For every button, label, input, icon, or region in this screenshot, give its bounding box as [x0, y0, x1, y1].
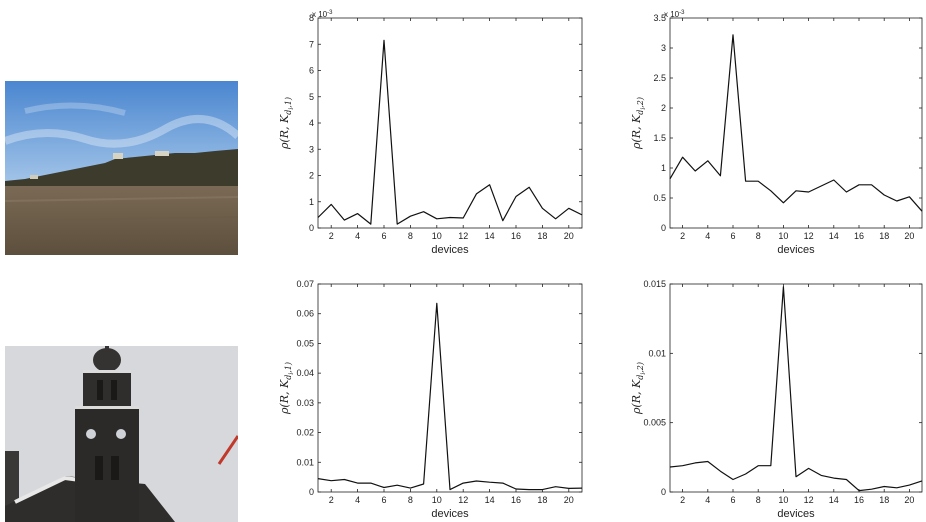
y-tick-label: 0.04 [296, 368, 314, 378]
series-line [317, 302, 583, 491]
x-tick-label: 10 [432, 495, 442, 505]
x-tick-label: 18 [879, 231, 889, 241]
y-tick-label: 0.5 [653, 193, 666, 203]
x-axis-label: devices [431, 508, 469, 520]
y-tick-label: 0 [661, 223, 666, 233]
y-axis-label: ρ(R, Kdi,1) [278, 97, 295, 150]
y-tick-label: 0.02 [296, 428, 314, 438]
y-tick-label: 0.03 [296, 398, 314, 408]
y-tick-label: 0.01 [648, 348, 666, 358]
x-tick-label: 2 [329, 231, 334, 241]
plot-frame [669, 17, 923, 229]
x-axis-label: devices [777, 508, 815, 520]
chart-top-right-svg: 2 4 6 8 10 12 14 16 18 20 0 0.5 1 1.5 2 2.5 3 3.5x 10-3 de… [630, 10, 923, 256]
series-line [669, 286, 923, 492]
y-tick-label: 6 [309, 66, 314, 76]
chart-top-right: 2 4 6 8 10 12 14 16 18 20 0 0.5 1 1.5 2 2.5 3 3.5 x 10-3 de… [618, 8, 926, 256]
series-line [669, 34, 923, 212]
y-tick-label: 3.5 [653, 13, 666, 23]
chart-bottom-right-svg: 2 4 6 8 10 12 14 16 18 20 0 0.005 0.01 0.015 devices ρ(… [630, 279, 923, 520]
x-tick-label: 6 [381, 231, 386, 241]
y-tick-label: 4 [309, 118, 314, 128]
y-tick-label: 0 [661, 487, 666, 497]
chart-bottom-left-svg: 2 4 6 8 10 12 14 16 18 20 0 0.01 0.02 0.03 0.04 0.05 0.0… [278, 279, 583, 520]
y-axis-label: ρ(R, Kdi,1) [278, 362, 295, 415]
x-tick-label: 16 [854, 231, 864, 241]
series-line [317, 39, 583, 225]
x-tick-label: 6 [381, 495, 386, 505]
y-tick-label: 7 [309, 39, 314, 49]
y-tick-label: 1 [309, 197, 314, 207]
x-tick-label: 14 [829, 231, 839, 241]
x-tick-label: 20 [904, 495, 914, 505]
x-tick-label: 18 [537, 231, 547, 241]
x-tick-label: 8 [756, 495, 761, 505]
tower-photo [5, 346, 238, 522]
x-tick-label: 2 [329, 495, 334, 505]
x-tick-label: 16 [511, 495, 521, 505]
x-tick-label: 8 [756, 231, 761, 241]
x-tick-label: 4 [355, 495, 360, 505]
plot-frame [317, 283, 583, 493]
x-tick-label: 16 [854, 495, 864, 505]
x-tick-label: 14 [829, 495, 839, 505]
y-tick-label: 0.015 [643, 279, 666, 289]
plot-frame [669, 283, 923, 493]
x-tick-label: 2 [680, 495, 685, 505]
x-tick-label: 4 [705, 231, 710, 241]
y-exponent-label: x 10-3 [312, 10, 333, 19]
x-tick-label: 10 [778, 495, 788, 505]
plot-frame [317, 17, 583, 229]
x-tick-label: 4 [705, 495, 710, 505]
y-tick-label: 0.01 [296, 457, 314, 467]
x-tick-label: 12 [458, 231, 468, 241]
y-tick-label: 5 [309, 92, 314, 102]
y-tick-label: 0.005 [643, 418, 666, 428]
y-tick-label: 0.05 [296, 338, 314, 348]
y-tick-label: 2.5 [653, 73, 666, 83]
y-axis-label: ρ(R, Kdi,2) [630, 97, 647, 150]
y-tick-label: 2 [661, 103, 666, 113]
y-tick-label: 1.5 [653, 133, 666, 143]
y-tick-label: 3 [661, 43, 666, 53]
x-tick-label: 12 [458, 495, 468, 505]
x-tick-label: 14 [485, 231, 495, 241]
y-tick-label: 2 [309, 171, 314, 181]
x-axis-label: devices [431, 244, 469, 256]
chart-bottom-right: 2 4 6 8 10 12 14 16 18 20 0 0.005 0.01 0.015 devices ρ(… [618, 276, 926, 522]
y-tick-label: 8 [309, 13, 314, 23]
y-axis-label: ρ(R, Kdi,2) [630, 362, 647, 415]
x-tick-label: 6 [730, 495, 735, 505]
x-tick-label: 16 [511, 231, 521, 241]
y-tick-label: 0 [309, 223, 314, 233]
landscape-photo [5, 81, 238, 255]
x-tick-label: 10 [432, 231, 442, 241]
x-tick-label: 8 [408, 495, 413, 505]
x-tick-label: 12 [804, 231, 814, 241]
x-tick-label: 8 [408, 231, 413, 241]
x-axis-label: devices [777, 244, 815, 256]
y-tick-label: 1 [661, 163, 666, 173]
x-tick-label: 12 [804, 495, 814, 505]
y-tick-label: 0.07 [296, 279, 314, 289]
chart-top-left: 2 4 6 8 10 12 14 16 18 20 0 1 2 3 4 5 6 7 8 x 10-3 devices ρ(… [270, 8, 590, 256]
y-tick-label: 3 [309, 144, 314, 154]
x-tick-label: 20 [564, 231, 574, 241]
x-tick-label: 2 [680, 231, 685, 241]
y-exponent-label: x 10-3 [664, 10, 685, 19]
x-tick-label: 18 [537, 495, 547, 505]
x-tick-label: 10 [778, 231, 788, 241]
chart-bottom-left: 2 4 6 8 10 12 14 16 18 20 0 0.01 0.02 0.03 0.04 0.05 0.0… [270, 276, 590, 522]
x-tick-label: 4 [355, 231, 360, 241]
x-tick-label: 6 [730, 231, 735, 241]
x-tick-label: 20 [904, 231, 914, 241]
y-tick-label: 0 [309, 487, 314, 497]
y-tick-label: 0.06 [296, 309, 314, 319]
x-tick-label: 14 [485, 495, 495, 505]
x-tick-label: 18 [879, 495, 889, 505]
x-tick-label: 20 [564, 495, 574, 505]
